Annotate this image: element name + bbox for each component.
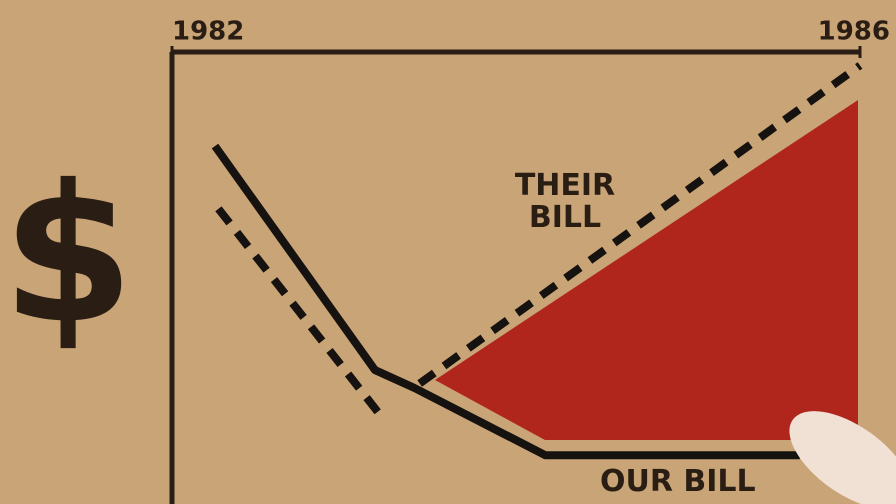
chart: $ 1982 1986: [0, 0, 896, 504]
our-bill-label: OUR BILL: [600, 466, 800, 498]
their-bill-label: THEIR BILL: [500, 170, 630, 234]
y-axis-label: $: [2, 144, 134, 365]
x-tick-label: 1982: [172, 17, 244, 47]
chart-photo: $ 1982 1986 THEIR BILL OUR BILL: [0, 0, 896, 504]
x-tick-label: 1986: [818, 17, 890, 47]
savings-area: [435, 100, 858, 440]
